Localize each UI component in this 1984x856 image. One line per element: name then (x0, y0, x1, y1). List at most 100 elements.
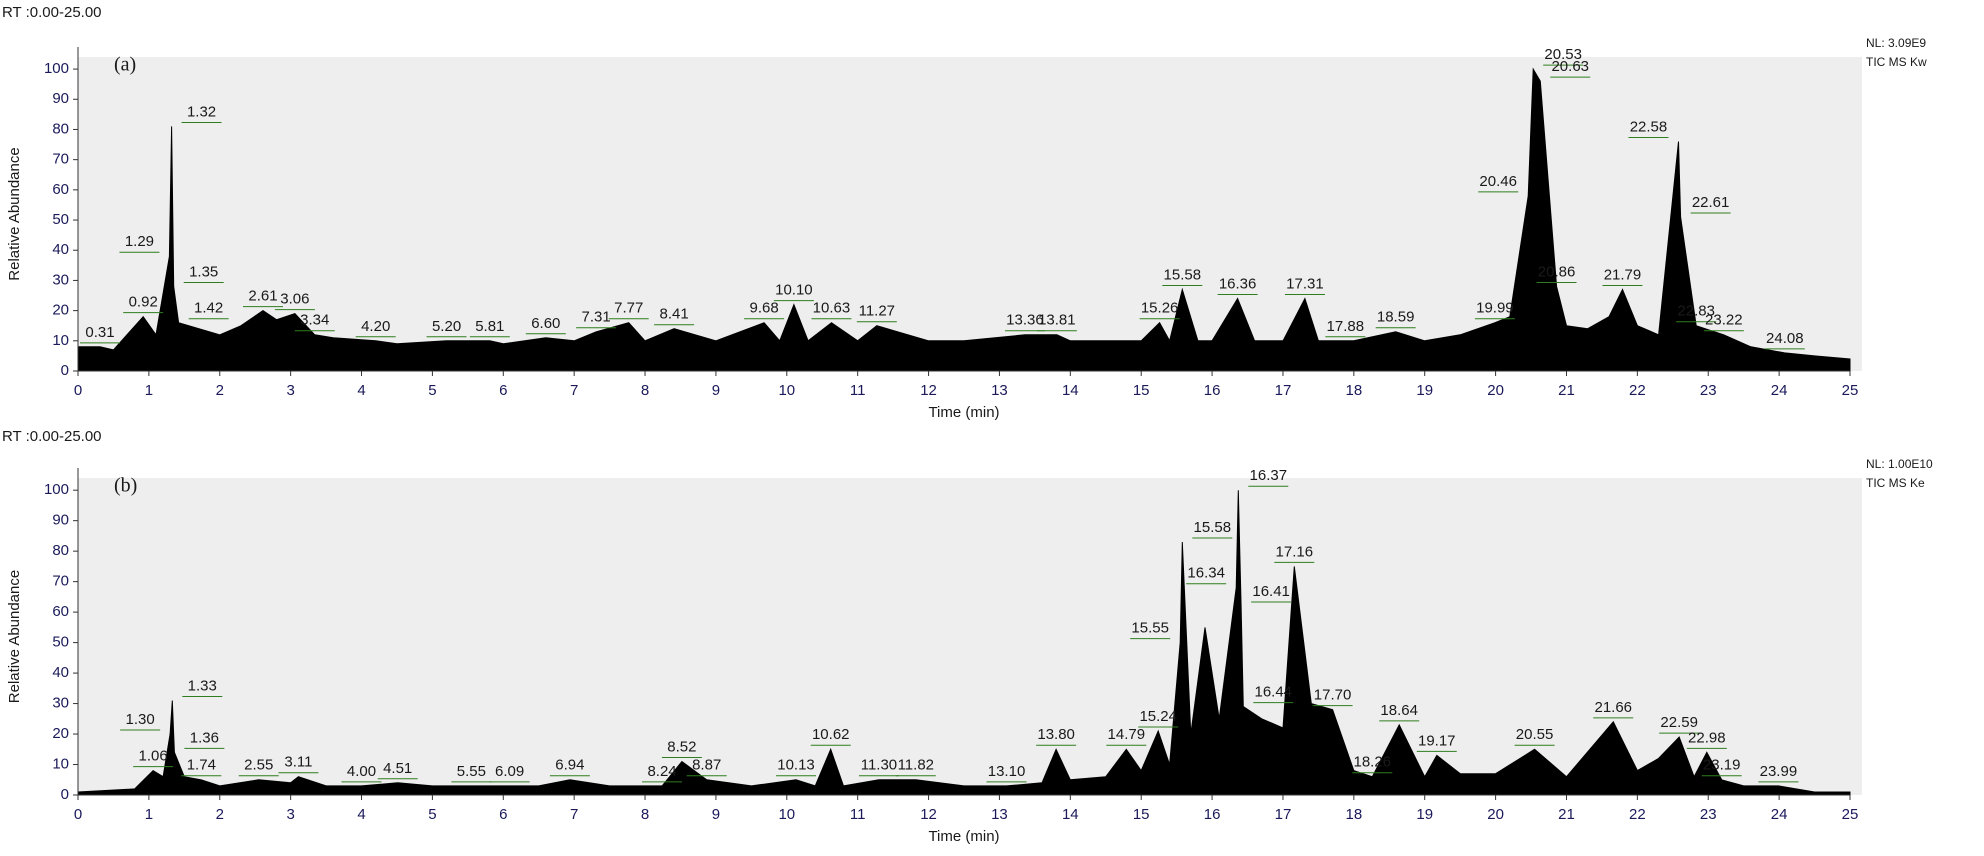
x-tick-label: 1 (145, 382, 153, 399)
peak-label: 4.00 (347, 763, 376, 780)
x-tick-label: 22 (1629, 382, 1646, 399)
peak-label: 13.81 (1038, 312, 1076, 329)
x-tick-label: 3 (286, 806, 294, 823)
x-tick-label: 1 (145, 806, 153, 823)
range-label: RT :0.00-25.00 (2, 4, 102, 21)
peak-label: 2.55 (244, 757, 273, 774)
y-tick-label: 50 (52, 634, 69, 651)
y-tick-label: 90 (52, 512, 69, 529)
chromatogram-trace (77, 67, 1851, 372)
x-tick-label: 2 (216, 806, 224, 823)
nl-label: NL: 1.00E10 (1866, 457, 1933, 471)
peak-label: 14.79 (1108, 726, 1146, 743)
peak-label: 6.94 (555, 757, 584, 774)
panel-label: (a) (114, 54, 136, 76)
peak-label: 24.08 (1766, 330, 1804, 347)
peak-label: 1.36 (190, 729, 219, 746)
y-tick-label: 90 (52, 90, 69, 107)
x-tick-label: 4 (357, 382, 365, 399)
y-tick-label: 100 (44, 481, 69, 498)
peak-label: 19.17 (1418, 732, 1456, 749)
peak-label: 23.99 (1760, 763, 1798, 780)
peak-label: 21.79 (1604, 266, 1642, 283)
x-tick-label: 23 (1700, 806, 1717, 823)
y-tick-label: 10 (52, 755, 69, 772)
peak-label: 1.30 (126, 711, 155, 728)
x-tick-label: 11 (850, 382, 866, 399)
x-tick-label: 17 (1275, 382, 1292, 399)
peak-label: 16.44 (1254, 684, 1292, 701)
x-tick-label: 10 (778, 806, 795, 823)
peak-label: 0.31 (85, 324, 114, 341)
x-tick-label: 13 (991, 806, 1008, 823)
peak-label: 3.06 (280, 291, 309, 308)
peak-label: 4.20 (361, 318, 390, 335)
x-tick-label: 17 (1275, 806, 1292, 823)
peak-label: 8.24 (647, 763, 676, 780)
x-tick-label: 5 (428, 382, 436, 399)
peak-label: 22.61 (1692, 194, 1730, 211)
x-tick-label: 2 (216, 382, 224, 399)
x-tick-label: 18 (1345, 806, 1362, 823)
x-tick-label: 5 (428, 806, 436, 823)
y-tick-label: 60 (52, 603, 69, 620)
peak-label: 17.88 (1327, 318, 1365, 335)
peak-label: 15.58 (1194, 519, 1232, 536)
y-tick-label: 80 (52, 120, 69, 137)
peak-label: 1.06 (139, 748, 168, 765)
peak-label: 18.26 (1353, 754, 1391, 771)
x-tick-label: 7 (570, 806, 578, 823)
peak-label: 9.68 (750, 300, 779, 317)
peak-label: 4.51 (383, 760, 412, 777)
peak-label: 1.33 (188, 677, 217, 694)
x-tick-label: 11 (850, 806, 866, 823)
x-tick-label: 23 (1700, 382, 1717, 399)
x-tick-label: 3 (286, 382, 294, 399)
peak-label: 5.20 (432, 318, 461, 335)
peak-label: 16.41 (1252, 583, 1290, 600)
peak-label: 15.55 (1131, 620, 1169, 637)
peak-label: 1.42 (194, 300, 223, 317)
y-tick-label: 40 (52, 664, 69, 681)
peak-label: 11.27 (859, 303, 895, 320)
peak-label: 13.36 (1006, 312, 1044, 329)
peak-label: 8.87 (692, 757, 721, 774)
peak-label: 22.58 (1630, 119, 1668, 136)
y-tick-label: 30 (52, 271, 69, 288)
y-tick-label: 70 (52, 573, 69, 590)
y-tick-label: 30 (52, 695, 69, 712)
peak-label: 11.82 (898, 757, 934, 774)
peak-label: 13.10 (988, 763, 1026, 780)
x-tick-label: 9 (712, 806, 720, 823)
x-tick-label: 6 (499, 382, 507, 399)
x-tick-label: 12 (920, 806, 937, 823)
nl-label: NL: 3.09E9 (1866, 36, 1926, 50)
x-tick-label: 25 (1842, 806, 1859, 823)
plot-background (78, 57, 1862, 371)
y-tick-label: 70 (52, 151, 69, 168)
peak-label: 23.19 (1703, 757, 1741, 774)
y-tick-label: 40 (52, 241, 69, 258)
x-tick-label: 21 (1558, 806, 1575, 823)
x-tick-label: 15 (1133, 382, 1150, 399)
y-tick-label: 50 (52, 211, 69, 228)
peak-label: 18.64 (1380, 702, 1418, 719)
peak-label: 8.52 (667, 738, 696, 755)
peak-label: 1.35 (189, 263, 218, 280)
panel-label: (b) (114, 475, 137, 497)
peak-label: 10.13 (777, 757, 815, 774)
chromatogram-trace (77, 490, 1851, 796)
x-tick-label: 21 (1558, 382, 1575, 399)
y-tick-label: 10 (52, 332, 69, 349)
x-tick-label: 7 (570, 382, 578, 399)
x-tick-label: 19 (1416, 382, 1433, 399)
peak-label: 15.26 (1141, 300, 1179, 317)
peak-label: 21.66 (1594, 699, 1632, 716)
x-tick-label: 20 (1487, 806, 1504, 823)
y-tick-label: 60 (52, 181, 69, 198)
peak-label: 18.59 (1377, 309, 1415, 326)
x-tick-label: 18 (1345, 382, 1362, 399)
x-tick-label: 9 (712, 382, 720, 399)
x-tick-label: 8 (641, 382, 649, 399)
peak-label: 16.37 (1250, 467, 1288, 484)
